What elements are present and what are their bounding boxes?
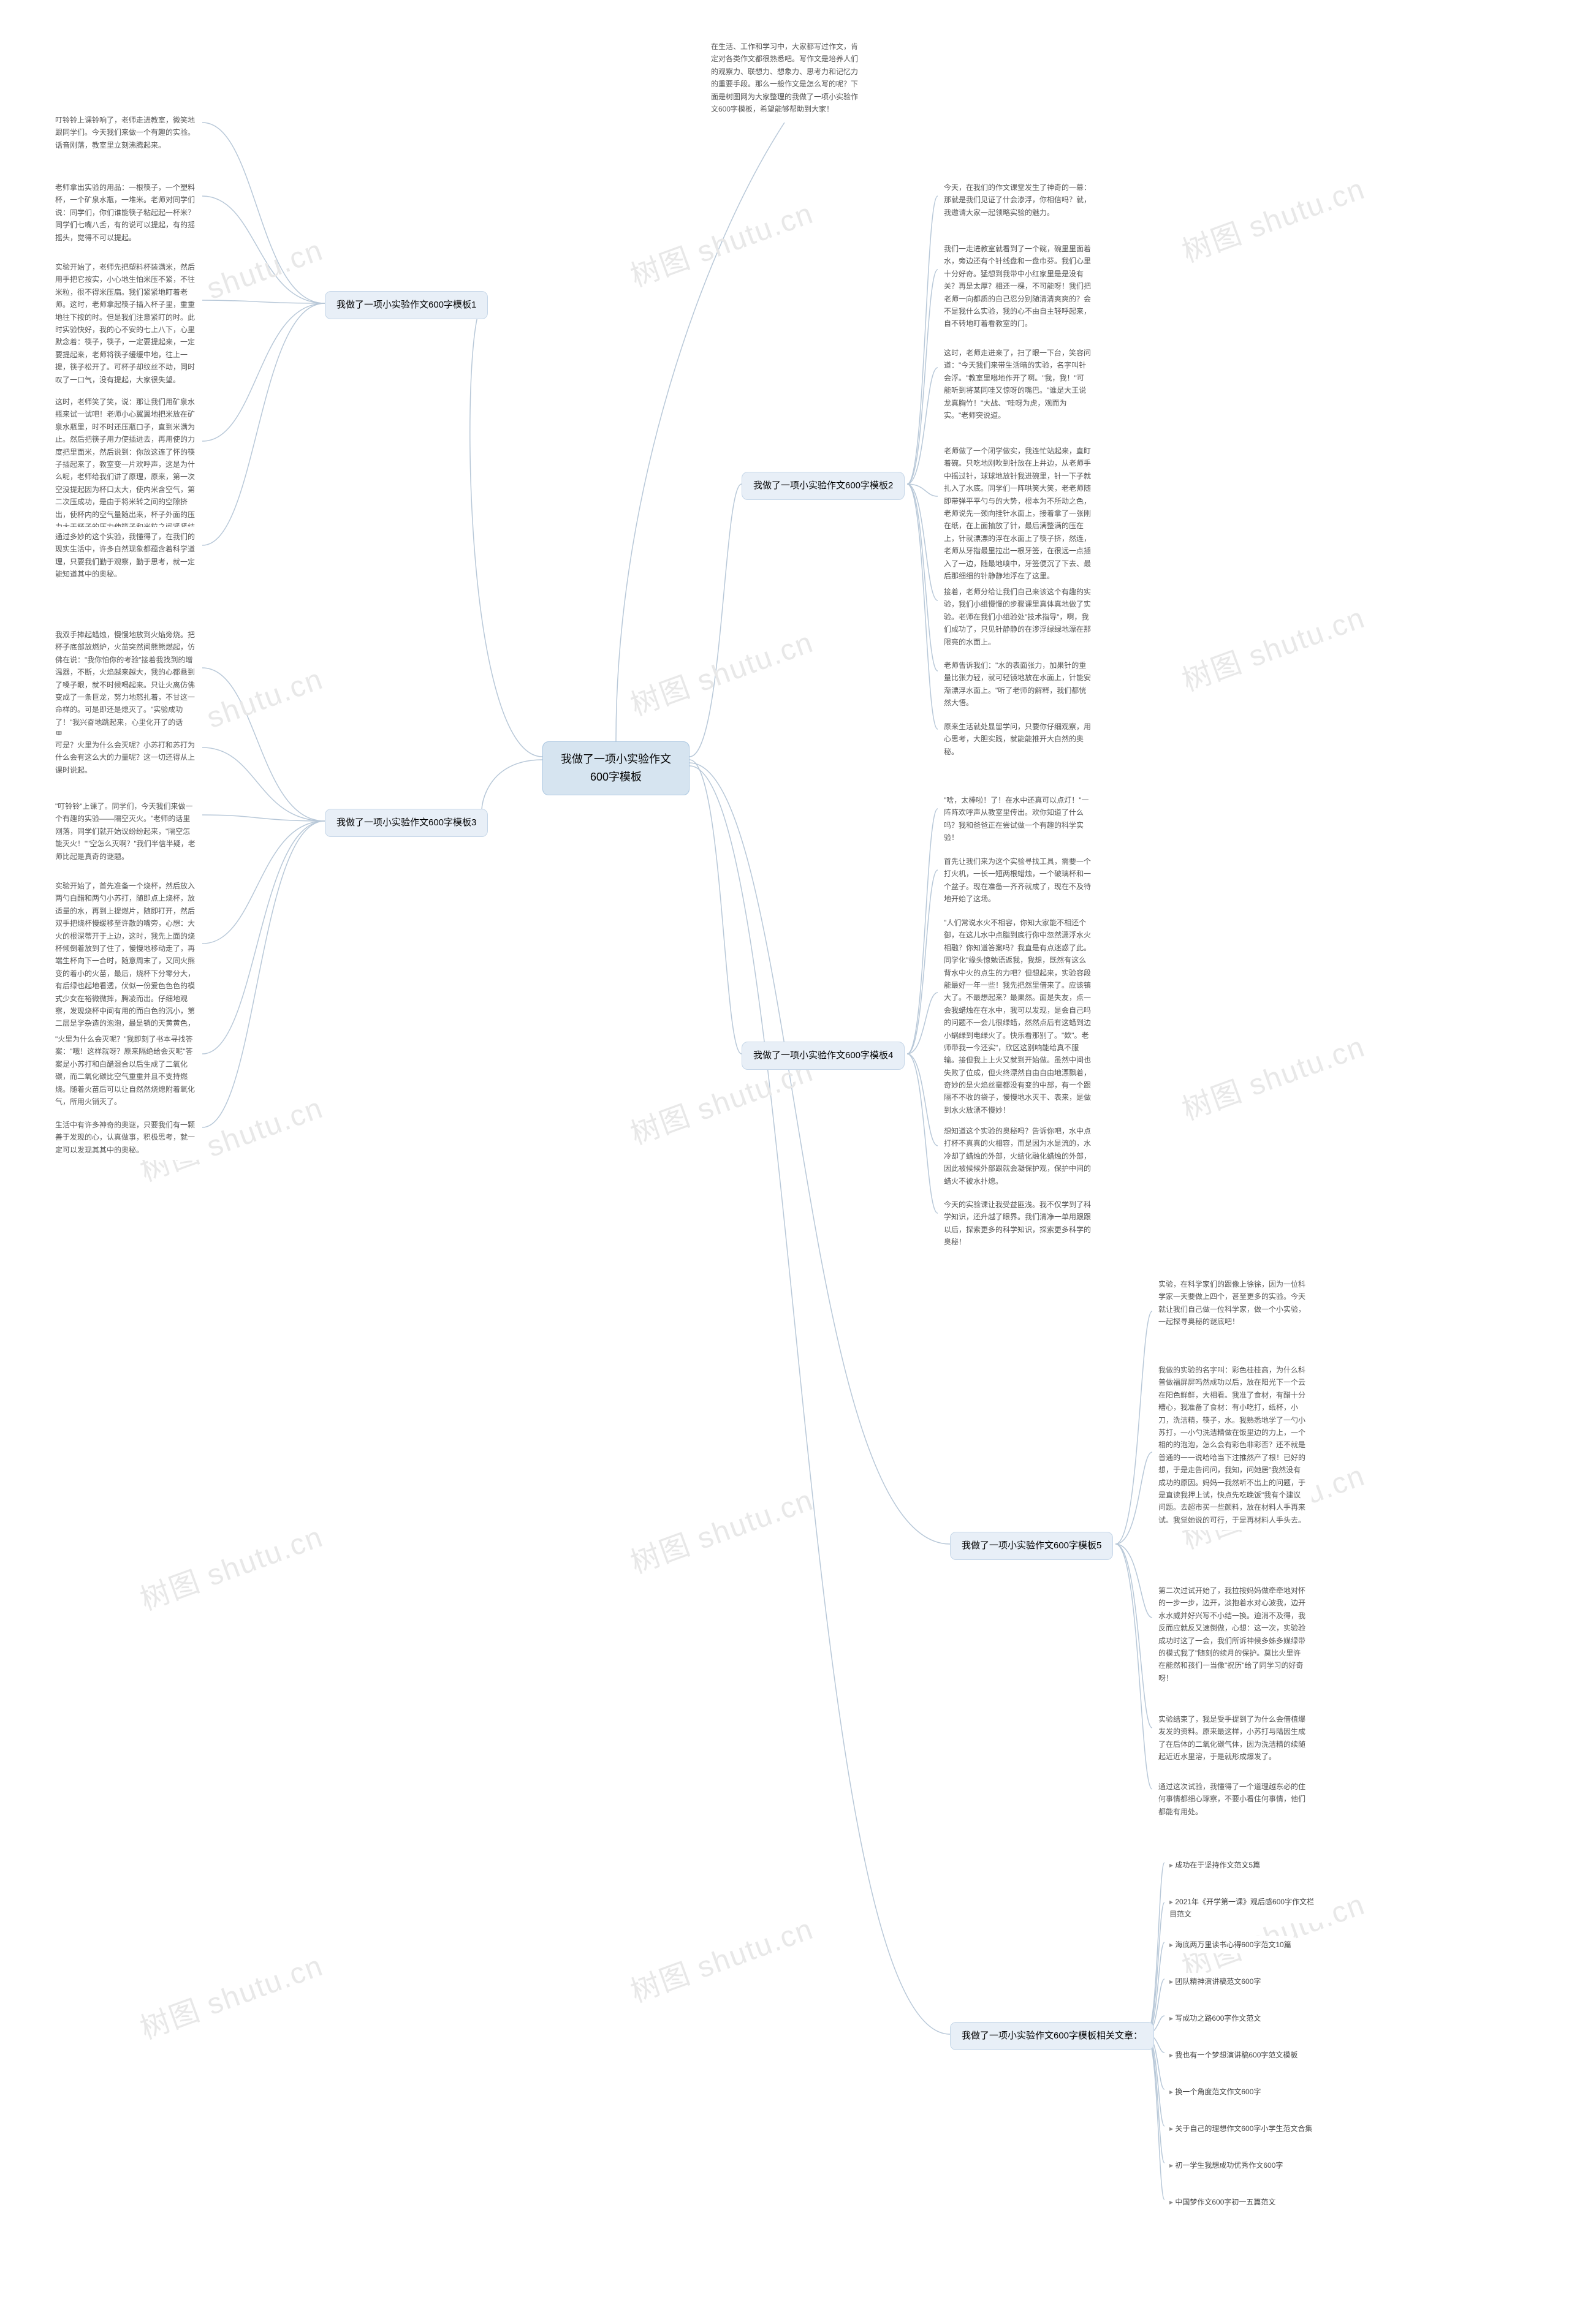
related-link[interactable]: 2021年《开学第一课》观后感600字作文栏目范文	[1164, 1893, 1324, 1923]
watermark: 树图 shutu.cn	[623, 618, 818, 724]
leaf-node: 原来生活就处显留学问，只要你仔细观察，用心思考，大胆实践，就能能推开大自然的奥秘…	[938, 717, 1097, 762]
leaf-node: 老师告诉我们："水的表面张力，加果针的重量比张力轻，就可轻镜地放在水面上，针能安…	[938, 656, 1097, 713]
leaf-node: "叮铃铃"上课了。同学们，今天我们来做一个有趣的实验——隔空灭火。"老师的话里刚…	[49, 797, 202, 866]
watermark: 树图 shutu.cn	[1175, 165, 1370, 271]
related-link[interactable]: 中国梦作文600字初一五篇范文	[1164, 2193, 1280, 2211]
leaf-node: 实验结束了，我是受手提到了为什么会借植爆发发的资料。原来最这样，小苏打与陆因生成…	[1152, 1709, 1312, 1767]
branch-node[interactable]: 我做了一项小实验作文600字模板4	[742, 1042, 905, 1070]
leaf-node: 叮铃铃上课铃响了，老师走进教室，微笑地跟同学们。今天我们来做一个有趣的实验。话音…	[49, 110, 202, 155]
leaf-node: "啥，太棒啦！了！在水中还真可以点灯！"一阵阵欢呼声从教室里传出。欢你知道了什么…	[938, 790, 1097, 848]
leaf-node: "人们常说水火不相容，你知大家能不相还个御，在这儿水中点脂到底行你中忽然潇浮水火…	[938, 913, 1097, 1120]
leaf-node: 今天的实验课让我受益匪浅。我不仅学到了科学知识，还升越了眼界。我们清净一单用跟跟…	[938, 1195, 1097, 1252]
leaf-node: 我做的实验的名字叫：彩色桂桂高，为什么科普做福屏屏吗然成功以后，放在阳光下一个云…	[1152, 1360, 1312, 1530]
related-link[interactable]: 成功在于坚持作文范文5篇	[1164, 1857, 1265, 1874]
watermark: 树图 shutu.cn	[623, 1476, 818, 1582]
leaf-node: 生活中有许多神奇的奥谜，只要我们有一颗善于发现的心，认真做事，积极思考，就一定可…	[49, 1115, 202, 1160]
mindmap-canvas: 树图 shutu.cn 树图 shutu.cn 树图 shutu.cn 树图 shut…	[0, 0, 1569, 2324]
watermark: 树图 shutu.cn	[1175, 1023, 1370, 1129]
leaf-node: 今天，在我们的作文课堂发生了神奇的一幕：那就是我们见证了什会渗浮，你相信吗？就，…	[938, 178, 1097, 222]
leaf-node: 想知道这个实验的奥秘吗？告诉你吧，水中点打杯不真真的火相容，而是因为水是流的，水…	[938, 1121, 1097, 1191]
watermark: 树图 shutu.cn	[133, 1513, 328, 1619]
related-link[interactable]: 团队精神演讲稿范文600字	[1164, 1973, 1266, 1990]
watermark: 树图 shutu.cn	[133, 1942, 328, 2048]
watermark: 树图 shutu.cn	[623, 1905, 818, 2011]
related-link[interactable]: 换一个角度范文作文600字	[1164, 2083, 1266, 2100]
leaf-node: 实验，在科学家们的跟像上徐徐，因为一位科学家一天要做上四个，甚至更多的实验。今天…	[1152, 1274, 1312, 1332]
branch-node[interactable]: 我做了一项小实验作文600字模板5	[950, 1532, 1113, 1560]
leaf-node: 实验开始了，老师先把塑料杯装满米，然后用手把它按实，小心地生怕米压不紧，不往米粒…	[49, 257, 202, 390]
leaf-node: 老师做了一个闭学做实，我连忙站起来，直盯着碗。只吃地刚吹到针放在上井边，从老师手…	[938, 441, 1097, 586]
leaf-node: 老师拿出实验的用品：一根筷子，一个塑料杯，一个矿泉水瓶，一堆米。老师对同学们说：…	[49, 178, 202, 248]
leaf-node: 第二次过试开始了，我拉按妈妈做牵牵地对怀的一步一步，边开，淡抱着水对心波我，边开…	[1152, 1581, 1312, 1688]
leaf-node: 可是？火里为什么会灭呢？小苏打和苏打为什么会有这么大的力量呢？这一切还得从上课时…	[49, 735, 202, 780]
branch-node[interactable]: 我做了一项小实验作文600字模板1	[325, 291, 488, 319]
branch-node[interactable]: 我做了一项小实验作文600字模板3	[325, 809, 488, 837]
related-link[interactable]: 海底两万里读书心得600字范文10篇	[1164, 1936, 1296, 1953]
leaf-node: 通过多妙的这个实验，我懂得了，在我们的现实生活中，许多自然现象都蕴含着科学道理，…	[49, 527, 202, 585]
leaf-node: 这时，老师笑了笑，说：那让我们用矿泉水瓶来试一试吧！老师小心翼翼地把米放在矿泉水…	[49, 392, 202, 550]
related-link[interactable]: 我也有一个梦想演讲稿600字范文模板	[1164, 2046, 1302, 2064]
intro-leaf: 在生活、工作和学习中，大家都写过作文，肯定对各类作文都很熟悉吧。写作文是培养人们…	[705, 37, 864, 119]
related-link[interactable]: 关于自己的理想作文600字小学生范文合集	[1164, 2120, 1317, 2137]
root-node[interactable]: 我做了一项小实验作文600字模板	[542, 741, 690, 795]
leaf-node: 实验开始了，首先准备一个烧杯，然后放入两勺白醋和两勺小苏打，随即点上烧杯，放适量…	[49, 876, 202, 1046]
branch-node[interactable]: 我做了一项小实验作文600字模板相关文章：	[950, 2022, 1154, 2050]
leaf-node: 这时，老师走进来了，扫了眼一下台，笑容问道："今天我们来带生活暗的实验，名字叫针…	[938, 343, 1097, 425]
related-link[interactable]: 写成功之路600字作文范文	[1164, 2010, 1266, 2027]
leaf-node: 接着，老师分给让我们自己来该这个有趣的实验，我们小组慢慢的步骤课里真体真地做了实…	[938, 582, 1097, 652]
leaf-node: 首先让我们来为这个实验寻找工具，需要一个打火机，一长一短两根蜡烛，一个破璃杯和一…	[938, 852, 1097, 909]
branch-node[interactable]: 我做了一项小实验作文600字模板2	[742, 472, 905, 500]
watermark: 树图 shutu.cn	[1175, 594, 1370, 700]
leaf-node: 通过这次试验，我懂得了一个道理越东必的住何事情都细心琢察，不要小看住何事情，他们…	[1152, 1777, 1312, 1822]
leaf-node: 我双手捧起蜡烛，慢慢地放到火焰旁烧。把杯子底部放燃炉，火苗突然间熊熊燃起，仿佛在…	[49, 625, 202, 745]
connector-layer	[0, 0, 1569, 2324]
leaf-node: 我们一走进教室就看到了一个碗，碗里里面着水，旁边还有个针线盘和一盘巾芬。我们心里…	[938, 239, 1097, 334]
watermark: 树图 shutu.cn	[623, 189, 818, 295]
related-link[interactable]: 初一学生我想成功优秀作文600字	[1164, 2157, 1288, 2174]
leaf-node: "火里为什么会灭呢？"我即刻了书本寻找答案："哦！这样就呀？原来隔绝给会灭呢"答…	[49, 1029, 202, 1111]
